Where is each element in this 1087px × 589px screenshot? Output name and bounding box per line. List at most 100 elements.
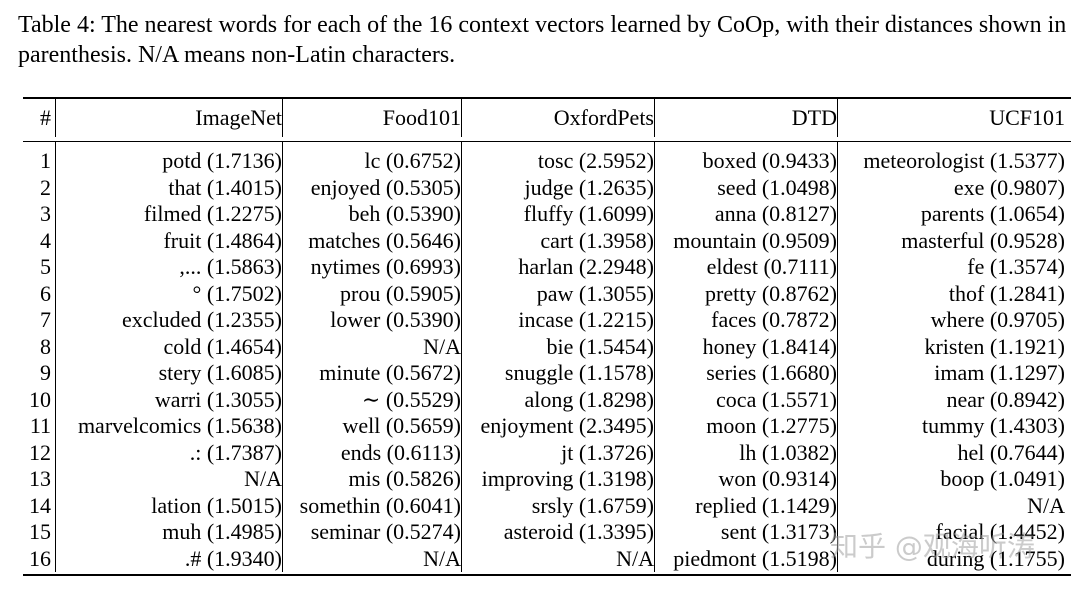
cell-ucf101: hel (0.7644)	[957, 439, 1065, 465]
cell-imagenet: .: (1.7387)	[55, 439, 283, 466]
cell-imagenet: lation (1.5015)	[55, 492, 283, 519]
top-rule	[23, 97, 1071, 99]
row-index: 5	[23, 254, 56, 281]
table-row: 12.: (1.7387) ends (0.6113) jt (1.3726) lh …	[23, 439, 1071, 466]
cell-imagenet: ° (1.7502)	[55, 280, 283, 307]
cell-dtd: mountain (0.9509)	[654, 227, 838, 254]
nearest-words-table-body: 1 potd (1.7136) lc (0.6752) tosc (2.5952) bo…	[23, 142, 1071, 572]
row-index: 6	[23, 280, 56, 307]
cell-food101: somethin (0.6041)	[282, 492, 462, 519]
cell-food101: N/A	[282, 333, 462, 360]
cell-oxfordpets: incase (1.2215)	[461, 307, 655, 334]
cell-imagenet: warri (1.3055)	[55, 386, 283, 413]
cell-oxfordpets: along (1.8298)	[461, 386, 655, 413]
table-row: 7 excluded (1.2355) lower (0.5390) incase (…	[23, 307, 1071, 334]
table-caption: Table 4: The nearest words for each of t…	[18, 12, 1067, 68]
cell-dtd: replied (1.1429)	[654, 492, 838, 519]
cell-imagenet: N/A	[55, 466, 283, 493]
cell-food101: nytimes (0.6993)	[282, 254, 462, 281]
bottom-rule	[23, 574, 1071, 576]
table-row: 4 fruit (1.4864) matches (0.5646) cart (1.3…	[23, 227, 1071, 254]
cell-dtd: coca (1.5571)	[654, 386, 838, 413]
table-row: 14 lation (1.5015) somethin (0.6041) srsly …	[23, 492, 1071, 519]
header-food101: Food101	[282, 99, 462, 137]
row-index: 3	[23, 201, 56, 228]
cell-food101: matches (0.5646)	[282, 227, 462, 254]
cell-food101: N/A	[282, 545, 462, 572]
row-index: 13	[23, 466, 56, 493]
cell-dtd: boxed (0.9433)	[654, 142, 838, 175]
cell-ucf101: tummy (1.4303)	[922, 413, 1065, 438]
cell-oxfordpets: snuggle (1.1578)	[461, 360, 655, 387]
cell-imagenet: ,... (1.5863)	[55, 254, 283, 281]
cell-dtd: faces (0.7872)	[654, 307, 838, 334]
cell-ucf101: parents (1.0654)	[920, 201, 1065, 226]
cell-imagenet: cold (1.4654)	[55, 333, 283, 360]
row-index: 12	[23, 439, 56, 466]
cell-imagenet: excluded (1.2355)	[55, 307, 283, 334]
cell-ucf101: fe (1.3574)	[967, 254, 1065, 279]
cell-dtd: piedmont (1.5198)	[654, 545, 838, 572]
cell-dtd: anna (0.8127)	[654, 201, 838, 228]
cell-dtd: honey (1.8414)	[654, 333, 838, 360]
cell-food101: lc (0.6752)	[282, 142, 462, 175]
table-body: 1 potd (1.7136) lc (0.6752) tosc (2.5952) bo…	[23, 142, 1071, 572]
table-row: 6 ° (1.7502) prou (0.5905) paw (1.3055) pret…	[23, 280, 1071, 307]
row-index: 15	[23, 519, 56, 546]
cell-imagenet: marvelcomics (1.5638)	[55, 413, 283, 440]
cell-oxfordpets: fluffy (1.6099)	[461, 201, 655, 228]
table-row: 10 warri (1.3055) ∼ (0.5529) along (1.8298)…	[23, 386, 1071, 413]
cell-food101: minute (0.5672)	[282, 360, 462, 387]
cell-dtd: won (0.9314)	[654, 466, 838, 493]
cell-food101: beh (0.5390)	[282, 201, 462, 228]
cell-ucf101: imam (1.1297)	[934, 360, 1065, 385]
row-index: 2	[23, 174, 56, 201]
cell-oxfordpets: tosc (2.5952)	[461, 142, 655, 175]
header-oxfordpets: OxfordPets	[461, 99, 655, 137]
cell-ucf101: facial (1.4452)	[935, 519, 1066, 544]
cell-imagenet: .# (1.9340)	[55, 545, 283, 572]
table-header-row: # ImageNet Food101 OxfordPets DTD UCF101	[23, 99, 1071, 137]
cell-ucf101: boop (1.0491)	[940, 466, 1065, 491]
row-index: 11	[23, 413, 56, 440]
row-index: 4	[23, 227, 56, 254]
cell-ucf101: exe (0.9807)	[953, 174, 1065, 200]
cell-dtd: moon (1.2775)	[654, 413, 838, 440]
cell-food101: ∼ (0.5529)	[282, 386, 462, 413]
cell-oxfordpets: cart (1.3958)	[461, 227, 655, 254]
cell-food101: well (0.5659)	[282, 413, 462, 440]
row-index: 1	[23, 142, 56, 175]
cell-ucf101: N/A	[1027, 492, 1065, 518]
cell-ucf101: where (0.9705)	[930, 307, 1065, 332]
row-index: 16	[23, 545, 56, 572]
cell-dtd: pretty (0.8762)	[654, 280, 838, 307]
cell-imagenet: stery (1.6085)	[55, 360, 283, 387]
cell-imagenet: that (1.4015)	[55, 174, 283, 201]
cell-ucf101: near (0.8942)	[946, 386, 1065, 412]
header-imagenet: ImageNet	[55, 99, 283, 137]
header-ucf101: UCF101	[989, 105, 1065, 130]
row-index: 14	[23, 492, 56, 519]
cell-food101: prou (0.5905)	[282, 280, 462, 307]
cell-imagenet: potd (1.7136)	[55, 142, 283, 175]
table-row: 3 filmed (1.2275) beh (0.5390) fluffy (1.60…	[23, 201, 1071, 228]
row-index: 7	[23, 307, 56, 334]
cell-imagenet: filmed (1.2275)	[55, 201, 283, 228]
header-rule	[23, 141, 1071, 142]
cell-oxfordpets: srsly (1.6759)	[461, 492, 655, 519]
table-row: 15 muh (1.4985) seminar (0.5274) asteroid (…	[23, 519, 1071, 546]
cell-imagenet: fruit (1.4864)	[55, 227, 283, 254]
cell-oxfordpets: paw (1.3055)	[461, 280, 655, 307]
row-index: 10	[23, 386, 56, 413]
table-row: 11 marvelcomics (1.5638) well (0.5659) enjo…	[23, 413, 1071, 440]
cell-ucf101: thof (1.2841)	[948, 280, 1065, 306]
cell-oxfordpets: asteroid (1.3395)	[461, 519, 655, 546]
table-row: 1 potd (1.7136) lc (0.6752) tosc (2.5952) bo…	[23, 142, 1071, 175]
cell-food101: enjoyed (0.5305)	[282, 174, 462, 201]
cell-oxfordpets: N/A	[461, 545, 655, 572]
cell-oxfordpets: judge (1.2635)	[461, 174, 655, 201]
cell-oxfordpets: improving (1.3198)	[461, 466, 655, 493]
cell-food101: mis (0.5826)	[282, 466, 462, 493]
cell-ucf101: kristen (1.1921)	[924, 333, 1065, 359]
table-row: 13 N/A mis (0.5826) improving (1.3198) won (…	[23, 466, 1071, 493]
